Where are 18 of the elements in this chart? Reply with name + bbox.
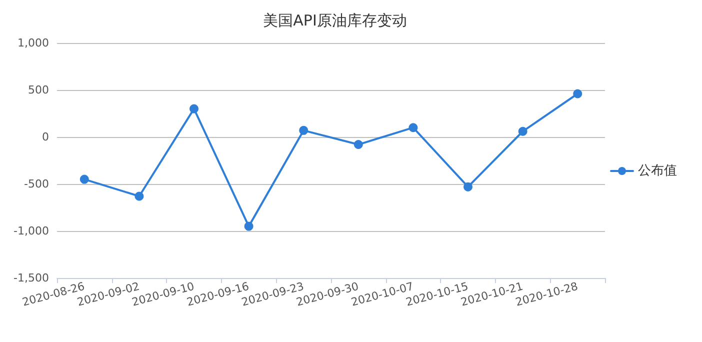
y-tick-label: -1,500 — [14, 272, 49, 284]
point — [190, 104, 198, 114]
point — [299, 126, 308, 135]
chart-title: 美国API原油库存变动 — [263, 12, 407, 30]
point — [134, 192, 144, 201]
point — [80, 174, 89, 184]
point — [408, 123, 418, 132]
y-tick-label: 500 — [28, 84, 49, 96]
point — [518, 126, 528, 136]
point — [354, 140, 363, 150]
y-tick-label: -1,000 — [14, 224, 49, 238]
legend-label: 公布值 — [638, 164, 677, 178]
y-tick-label: 1,000 — [18, 36, 49, 50]
point — [244, 222, 254, 231]
y-tick-label: 0 — [42, 130, 49, 144]
y-tick-label: -500 — [24, 178, 49, 190]
point — [464, 182, 472, 192]
point — [573, 89, 582, 98]
